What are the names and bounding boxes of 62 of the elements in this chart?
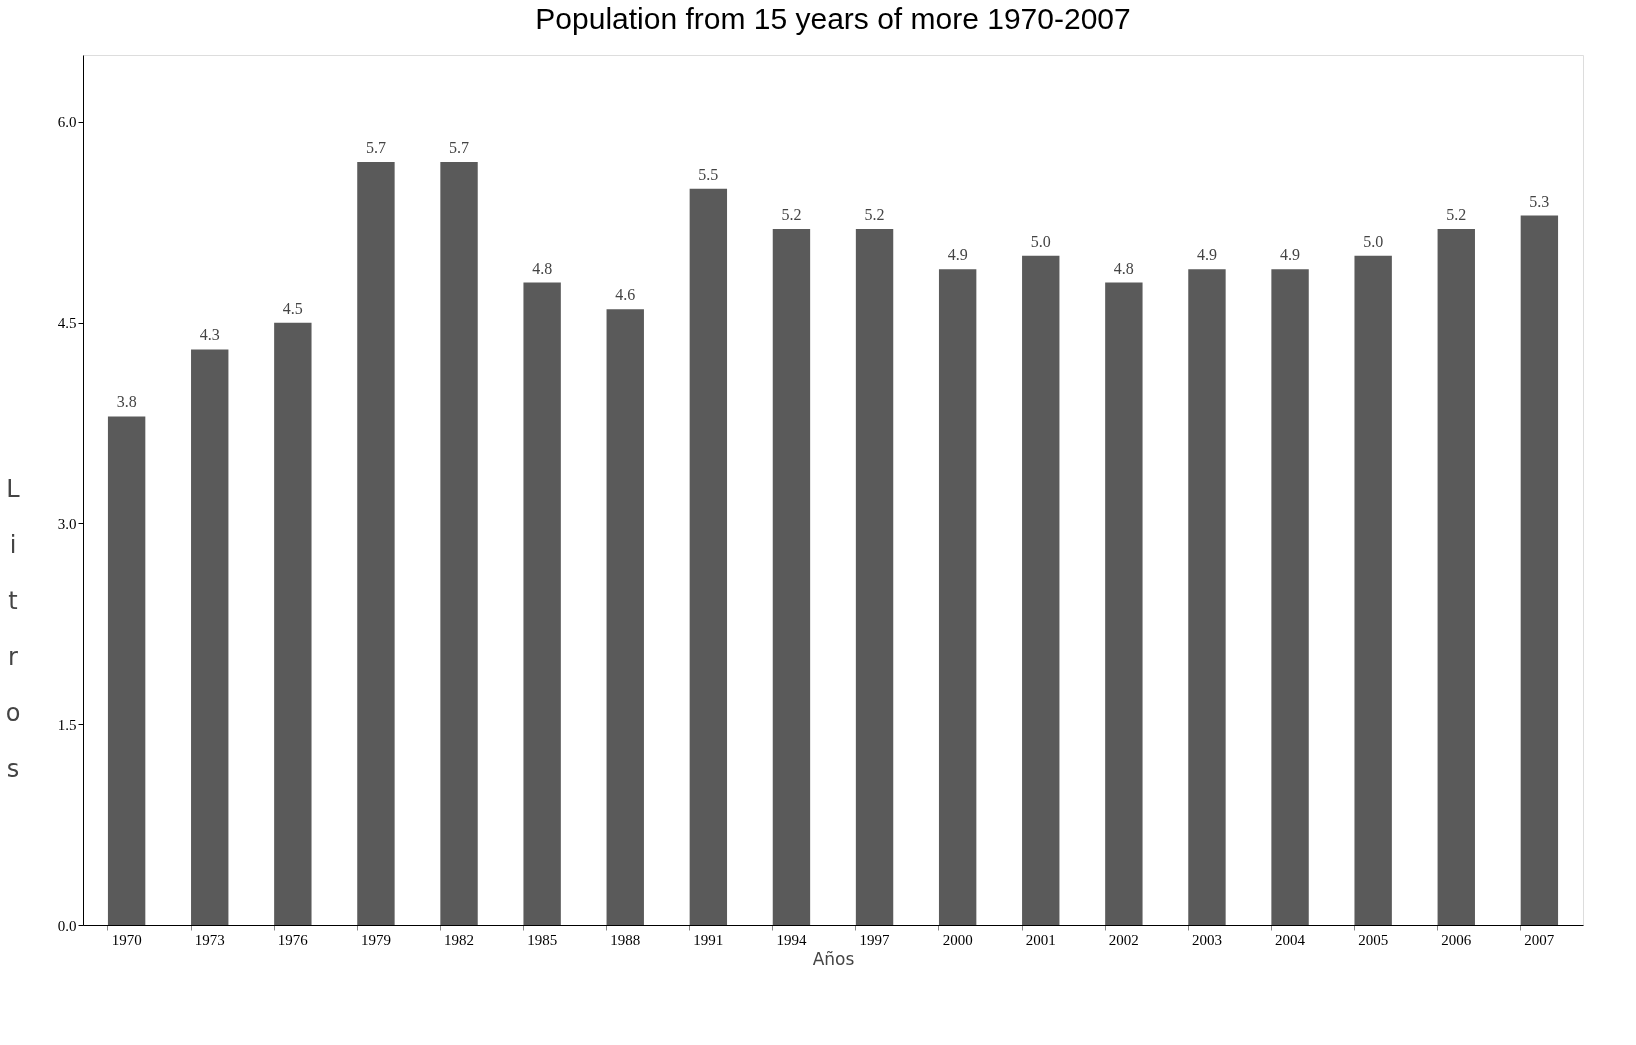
bar <box>107 416 146 925</box>
data-label: 5.0 <box>1363 232 1384 250</box>
chart-title: Population from 15 years of more 1970-2007 <box>535 2 1131 35</box>
data-label: 4.8 <box>1113 259 1134 277</box>
x-tick-label: 2004 <box>1275 931 1306 948</box>
x-axis-title: Años <box>812 948 855 969</box>
data-label: 3.8 <box>116 393 137 411</box>
x-tick-label: 2006 <box>1441 931 1472 948</box>
bar <box>1271 269 1309 925</box>
bar <box>191 349 229 925</box>
x-tick-label: 1985 <box>527 931 558 948</box>
x-tick-label: 1997 <box>859 931 891 948</box>
bar <box>1022 255 1060 925</box>
y-tick-label: 1.5 <box>57 716 77 733</box>
data-label: 5.2 <box>781 206 802 223</box>
bar <box>357 162 395 925</box>
x-tick-label: 1979 <box>360 931 391 948</box>
x-tick-label: 1982 <box>444 931 475 948</box>
x-tick-label: 1991 <box>693 931 724 948</box>
x-tick-label: 2002 <box>1108 931 1139 948</box>
bar <box>1520 215 1559 925</box>
data-label: 4.3 <box>199 326 220 344</box>
data-label: 4.8 <box>532 259 553 277</box>
data-label: 5.5 <box>698 165 719 183</box>
data-label: 5.3 <box>1529 192 1550 210</box>
bar <box>1354 255 1392 925</box>
x-tick-label: 2001 <box>1025 931 1056 948</box>
x-tick-label: 1970 <box>111 931 142 948</box>
bar <box>689 188 728 925</box>
bar <box>855 229 894 925</box>
y-tick-label: 0.0 <box>57 917 77 934</box>
x-tick-label: 2005 <box>1358 931 1389 948</box>
data-label: 4.9 <box>1196 246 1217 264</box>
bar <box>274 322 312 925</box>
data-label: 5.0 <box>1030 232 1051 250</box>
y-tick-label: 4.5 <box>57 315 77 332</box>
x-tick-label: 1994 <box>776 931 807 948</box>
bar <box>1188 269 1226 925</box>
bar <box>938 269 977 925</box>
data-label: 4.6 <box>615 286 636 304</box>
data-label: 4.9 <box>1280 246 1301 264</box>
y-tick-label: 3.0 <box>57 515 77 532</box>
x-tick-label: 1973 <box>194 931 225 948</box>
data-label: 5.7 <box>365 139 386 157</box>
y-axis-title: Litros <box>5 475 21 783</box>
y-tick-label: 6.0 <box>57 114 77 131</box>
x-tick-label: 2000 <box>942 931 973 948</box>
bar <box>606 309 644 925</box>
bar <box>440 162 478 925</box>
x-tick-label: 1988 <box>610 931 641 948</box>
data-label: 4.9 <box>947 246 968 264</box>
bar <box>1437 229 1475 925</box>
bar <box>523 282 561 925</box>
x-tick-label: 2007 <box>1524 931 1555 948</box>
data-label: 5.2 <box>1446 206 1467 223</box>
data-label: 5.7 <box>449 139 470 157</box>
x-tick-label: 1976 <box>277 931 309 948</box>
bar <box>1105 282 1143 925</box>
data-label: 4.5 <box>282 299 303 317</box>
bar <box>772 229 811 925</box>
x-tick-label: 2003 <box>1191 931 1222 948</box>
data-label: 5.2 <box>864 206 885 223</box>
